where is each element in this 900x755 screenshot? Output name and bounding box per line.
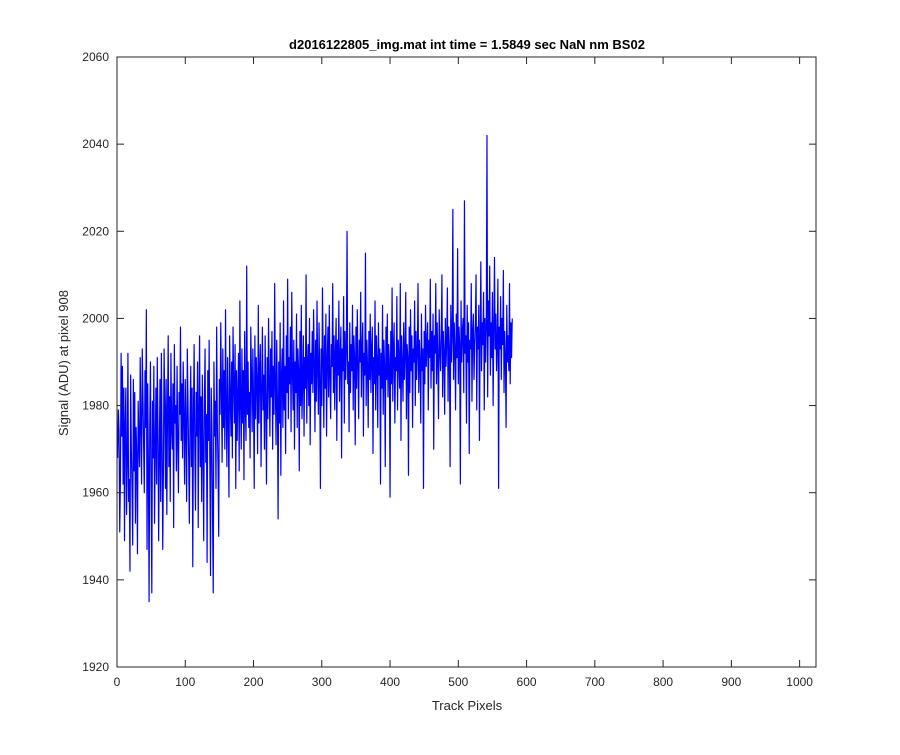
x-tick-label: 900 [721, 675, 741, 689]
y-axis-label: Signal (ADU) at pixel 908 [56, 290, 71, 436]
y-tick-label: 2040 [82, 137, 109, 151]
x-tick-label: 0 [114, 675, 121, 689]
y-tick-label: 1940 [82, 573, 109, 587]
y-tick-label: 1960 [82, 486, 109, 500]
y-tick-label: 1920 [82, 660, 109, 674]
x-tick-label: 300 [312, 675, 332, 689]
x-tick-label: 500 [448, 675, 468, 689]
x-axis-label: Track Pixels [432, 698, 503, 713]
x-tick-label: 1000 [786, 675, 813, 689]
x-tick-label: 600 [517, 675, 537, 689]
chart-title: d2016122805_img.mat int time = 1.5849 se… [289, 37, 645, 52]
axes: 0 100 200 300 400 500 600 700 800 900 1000 1920 1940… [82, 50, 817, 689]
x-tick-label: 400 [380, 675, 400, 689]
x-tick-label: 100 [175, 675, 195, 689]
x-tick-label: 800 [653, 675, 673, 689]
series-line [117, 134, 513, 603]
series-1 [117, 134, 513, 603]
plot-area [117, 57, 816, 667]
y-tick-label: 2060 [82, 50, 109, 64]
y-tick-label: 2020 [82, 224, 109, 238]
x-tick-label: 700 [585, 675, 605, 689]
x-tick-label: 200 [244, 675, 264, 689]
y-tick-label: 2000 [82, 311, 109, 325]
y-tick-label: 1980 [82, 399, 109, 413]
axes-box [116, 56, 817, 668]
